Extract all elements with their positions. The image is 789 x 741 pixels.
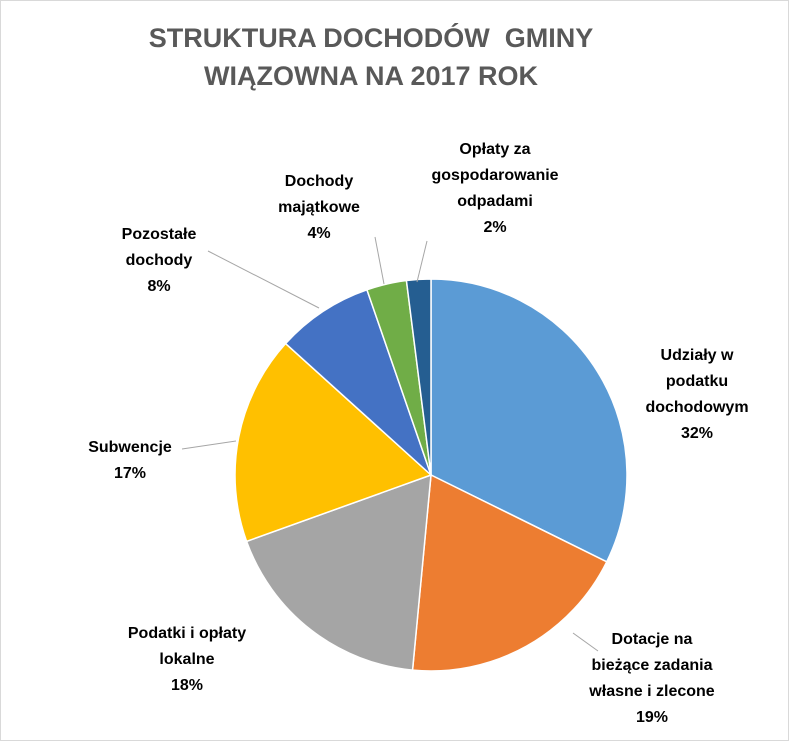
slice-name-line: Podatki i opłaty bbox=[128, 625, 246, 642]
chart-title-line-2: WIĄZOWNA NA 2017 ROK bbox=[203, 61, 539, 91]
slice-name-line: gospodarowanie bbox=[431, 167, 558, 184]
slice-percent: 2% bbox=[483, 219, 506, 236]
slice-percent: 17% bbox=[114, 465, 146, 482]
slice-percent: 19% bbox=[636, 709, 668, 726]
slice-label-7: Opłaty za gospodarowanie odpadami 2% bbox=[431, 141, 558, 236]
slice-name-line: dochody bbox=[126, 252, 193, 269]
leader-line-5 bbox=[207, 250, 320, 309]
leader-line-7 bbox=[416, 240, 428, 283]
slice-percent: 8% bbox=[147, 278, 170, 295]
slice-label-3: Podatki i opłaty lokalne 18% bbox=[128, 625, 246, 694]
slice-name-line: bieżące zadania bbox=[592, 657, 713, 674]
slice-label-6: Dochody majątkowe 4% bbox=[278, 173, 360, 242]
pie-slice-1 bbox=[430, 278, 628, 563]
slice-name-line: Udziały w bbox=[661, 347, 734, 364]
slice-percent: 4% bbox=[307, 225, 330, 242]
slice-name-line: odpadami bbox=[457, 193, 533, 210]
slice-name-line: Opłaty za bbox=[459, 141, 530, 158]
slice-name-line: lokalne bbox=[159, 651, 214, 668]
slice-label-5: Pozostałe dochody 8% bbox=[122, 226, 197, 295]
pie-slice-7 bbox=[405, 278, 432, 476]
pie-slices bbox=[234, 278, 628, 672]
slice-percent: 18% bbox=[171, 677, 203, 694]
slice-label-1: Udziały w podatku dochodowym 32% bbox=[645, 347, 748, 442]
slice-name-line: Pozostałe bbox=[122, 226, 197, 243]
pie-slice-2 bbox=[411, 473, 608, 672]
slice-label-2: Dotacje na bieżące zadania własne i zlecon… bbox=[588, 631, 714, 726]
pie-slice-4 bbox=[234, 342, 433, 543]
leader-line-2 bbox=[572, 632, 599, 652]
slice-name-line: Dochody bbox=[285, 173, 354, 190]
pie-slice-3 bbox=[245, 473, 432, 671]
chart-title: STRUKTURA DOCHODÓW GMINY WIĄZOWNA NA 201… bbox=[1, 19, 741, 95]
slice-label-4: Subwencje 17% bbox=[88, 439, 172, 482]
pie-slice-5 bbox=[284, 288, 432, 476]
slice-percent: 32% bbox=[681, 425, 713, 442]
leader-line-4 bbox=[181, 440, 237, 450]
slice-name-line: majątkowe bbox=[278, 199, 360, 216]
slice-name-line: Subwencje bbox=[88, 439, 172, 456]
slice-name-line: własne i zlecone bbox=[588, 683, 714, 700]
leader-lines bbox=[181, 236, 599, 652]
slice-name-line: Dotacje na bbox=[612, 631, 693, 648]
slice-name-line: podatku bbox=[666, 373, 728, 390]
chart-title-line-1: STRUKTURA DOCHODÓW GMINY bbox=[148, 23, 594, 53]
leader-line-6 bbox=[374, 236, 385, 285]
slice-name-line: dochodowym bbox=[645, 399, 748, 416]
slice-labels: Udziały w podatku dochodowym 32% Dotacje na b… bbox=[88, 141, 748, 726]
